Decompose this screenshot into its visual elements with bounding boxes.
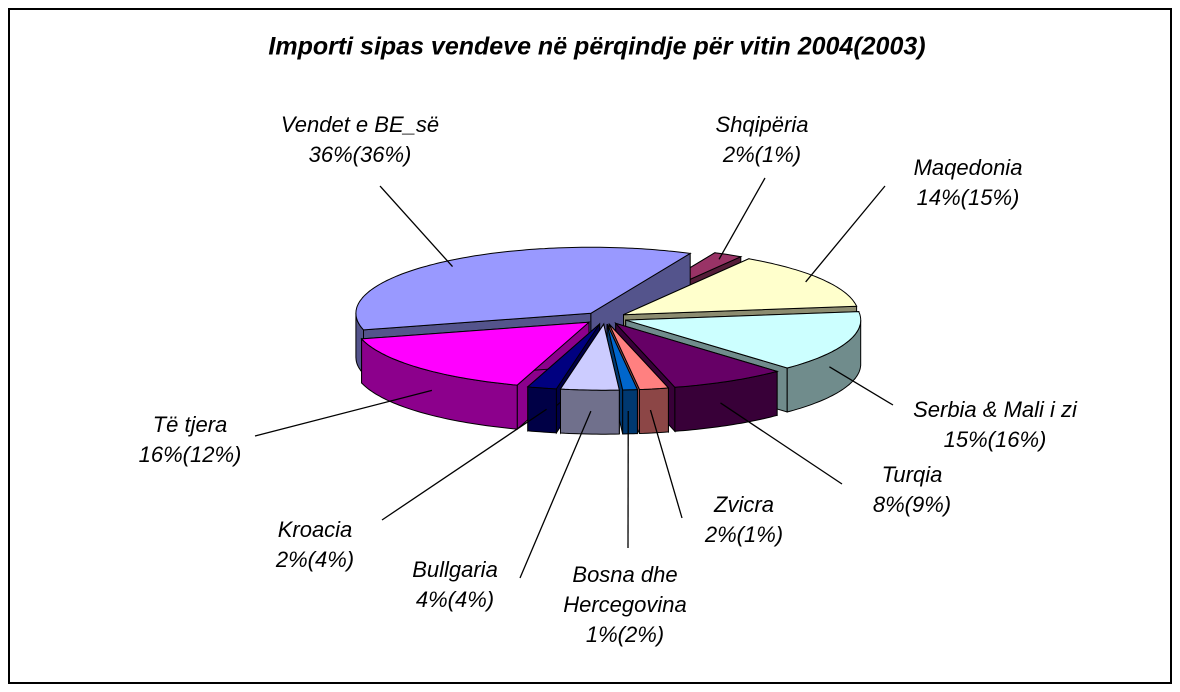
slice-top (614, 322, 780, 388)
data-label: Zvicra 2%(1%) (705, 490, 783, 550)
category-label: Të tjera (152, 412, 228, 437)
data-label: Maqedonia 14%(15%) (914, 153, 1023, 213)
data-label: Shqipëria 2%(1%) (716, 110, 809, 170)
category-label: Bosna dhe Hercegovina (563, 562, 687, 617)
category-label: Bullgaria (412, 557, 498, 582)
slice-top (355, 246, 692, 331)
leader-line (720, 402, 843, 485)
leader-line (519, 410, 592, 579)
value-label: 8%(9%) (872, 492, 952, 517)
category-label: Kroacia (277, 517, 353, 542)
category-label: Vendet e BE_së (280, 112, 440, 137)
slice-side (527, 386, 557, 434)
slice-top (606, 323, 639, 391)
data-label: Turqia 8%(9%) (873, 460, 951, 520)
slice-top (559, 322, 620, 391)
value-label: 2%(4%) (275, 547, 355, 572)
slice-top (608, 323, 670, 391)
leader-line (381, 408, 547, 521)
slice-side (560, 388, 620, 435)
data-label: Serbia & Mali i zi 15%(16%) (913, 395, 1077, 455)
slice-side (622, 389, 638, 435)
data-label: Bosna dhe Hercegovina 1%(2%) (530, 560, 720, 650)
slice (559, 322, 620, 435)
leader-line (805, 185, 886, 283)
value-label: 16%(12%) (138, 442, 242, 467)
value-label: 15%(16%) (943, 427, 1047, 452)
data-label: Vendet e BE_së 36%(36%) (281, 110, 439, 170)
leader-line (718, 177, 766, 260)
data-label: Kroacia 2%(4%) (276, 515, 354, 575)
category-label: Serbia & Mali i zi (913, 397, 1077, 422)
category-label: Shqipëria (715, 112, 809, 137)
value-label: 2%(1%) (722, 142, 802, 167)
value-label: 4%(4%) (415, 587, 495, 612)
value-label: 2%(1%) (704, 522, 784, 547)
leader-line (379, 185, 454, 268)
data-label: Bullgaria 4%(4%) (412, 555, 498, 615)
value-label: 14%(15%) (916, 185, 1020, 210)
leader-line (829, 366, 894, 406)
slice-top (360, 321, 591, 386)
chart-title: Importi sipas vendeve në përqindje për v… (268, 33, 925, 61)
slice-side (639, 387, 669, 435)
category-label: Zvicra (714, 492, 774, 517)
leader-line (649, 409, 683, 519)
data-label: Të tjera 16%(12%) (139, 410, 242, 470)
slice-top (625, 311, 862, 369)
leader-line (254, 389, 433, 437)
slice-top (526, 323, 601, 390)
category-label: Turqia (881, 462, 943, 487)
value-label: 1%(2%) (585, 622, 665, 647)
slice-top (623, 258, 858, 316)
value-label: 36%(36%) (308, 142, 412, 167)
category-label: Maqedonia (913, 155, 1023, 180)
slice (608, 322, 670, 435)
